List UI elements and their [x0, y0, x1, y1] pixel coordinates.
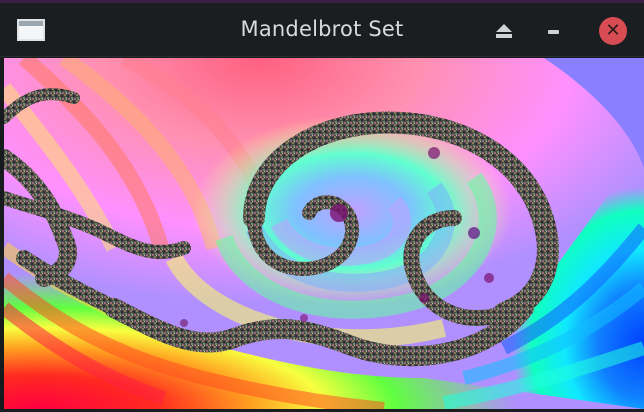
window-bottom-border [0, 409, 644, 412]
close-icon: ✕ [605, 20, 621, 41]
mandelbrot-image [4, 58, 644, 409]
eject-icon [496, 24, 512, 32]
titlebar-accent-line [0, 0, 644, 3]
eject-icon-bar [496, 34, 512, 38]
minimize-button[interactable] [540, 17, 568, 45]
minimize-icon [548, 30, 559, 34]
eject-button[interactable] [490, 17, 518, 45]
mandelbrot-canvas[interactable] [4, 58, 644, 409]
close-button-circle [599, 17, 627, 45]
window-app-icon[interactable] [17, 19, 45, 41]
window-title: Mandelbrot Set [240, 17, 404, 41]
close-button[interactable]: ✕ [599, 17, 627, 45]
titlebar[interactable]: Mandelbrot Set ✕ [0, 0, 644, 57]
app-icon-bar [19, 21, 43, 26]
